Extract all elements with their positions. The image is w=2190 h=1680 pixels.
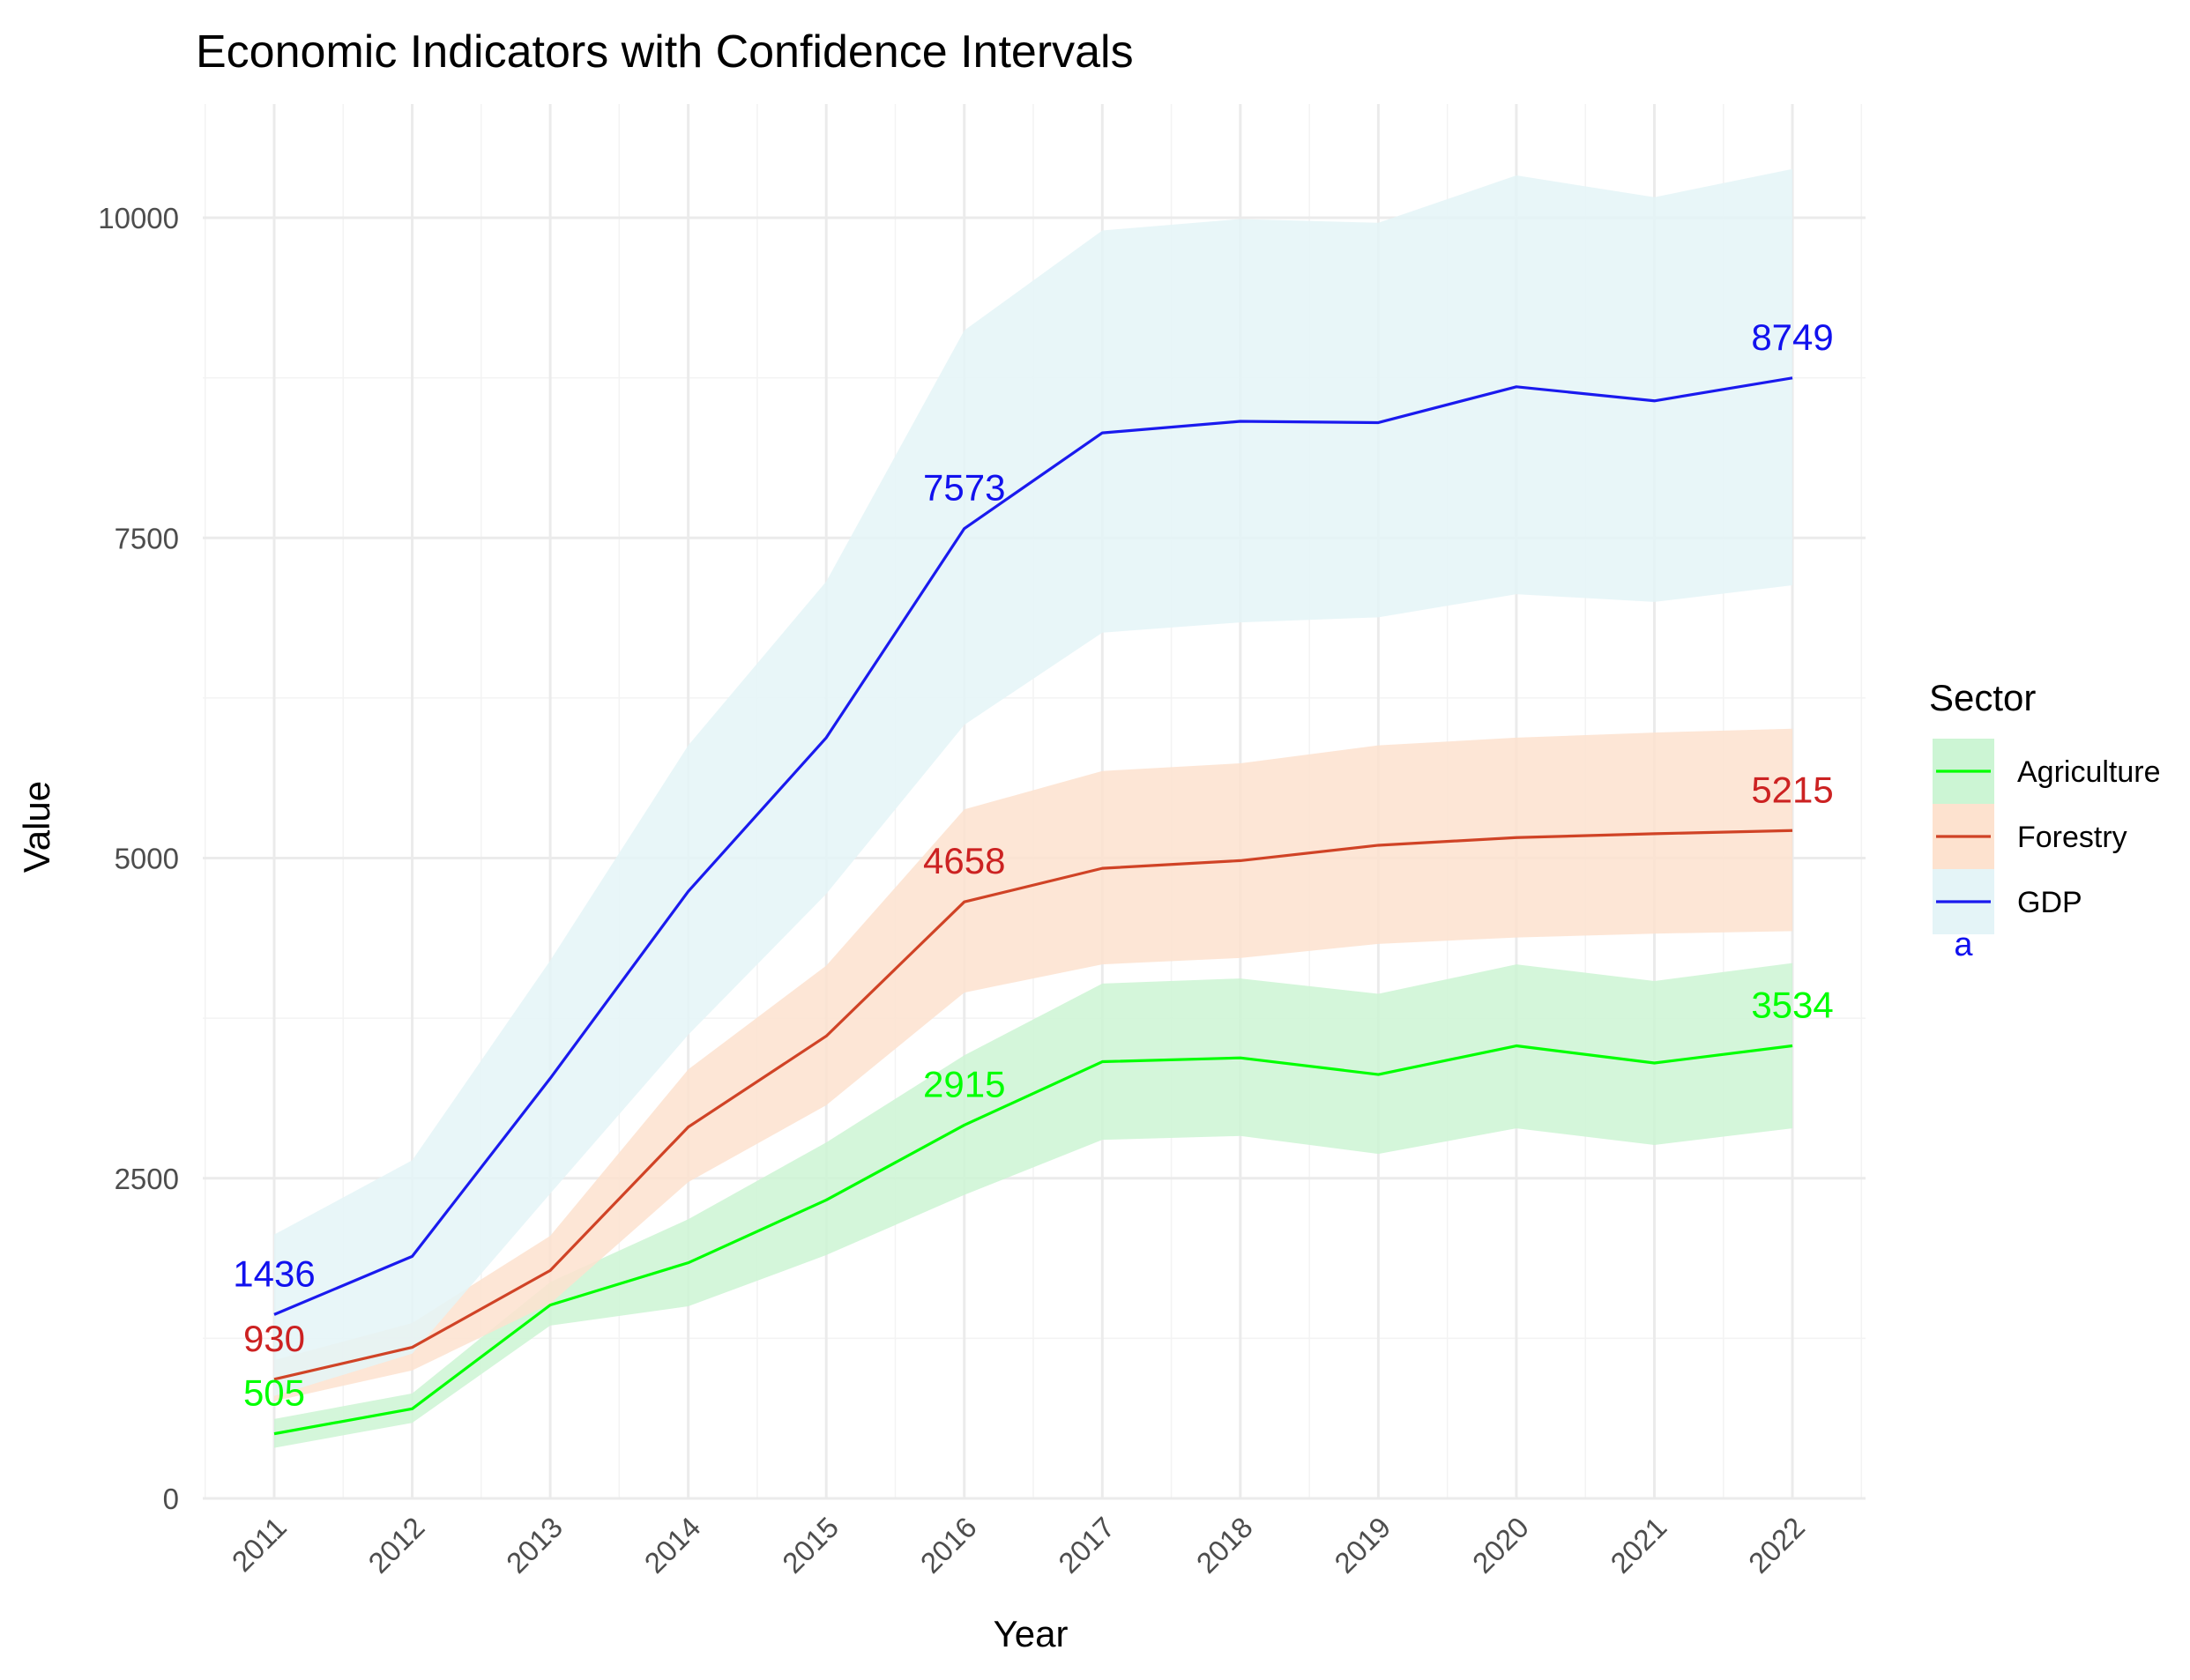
line-agriculture [273, 1044, 1793, 1436]
legend-label-gdp: GDP [2017, 886, 2082, 919]
data-label-gdp: 8749 [1751, 316, 1833, 358]
legend-title: Sector [1929, 677, 2036, 718]
legend: Sector aAgricultureaForestryaGDP [1929, 677, 2161, 963]
legend-label-forestry: Forestry [2017, 821, 2127, 854]
data-label-forestry: 4658 [923, 840, 1005, 881]
data-label-agriculture: 3534 [1751, 985, 1833, 1026]
ribbon-gdp [274, 168, 1793, 1396]
line-forestry [273, 829, 1793, 1381]
data-label-agriculture: 2915 [923, 1063, 1005, 1104]
legend-keys: aAgricultureaForestryaGDP [1933, 739, 2161, 963]
data-label-forestry: 930 [243, 1318, 305, 1359]
data-label-agriculture: 505 [243, 1372, 305, 1414]
data-label-gdp: 1436 [233, 1253, 315, 1294]
y-tick-label: 2500 [115, 1163, 179, 1195]
y-axis-ticks: 0 2500 5000 7500 10000 [98, 202, 179, 1515]
x-axis-title: Year [994, 1613, 1069, 1654]
data-label-forestry: 5215 [1751, 769, 1833, 810]
series-lines [273, 376, 1793, 1436]
line-gdp [273, 376, 1793, 1316]
ribbon-agriculture [274, 963, 1793, 1448]
y-axis-title: Value [16, 781, 57, 873]
data-label-gdp: 7573 [923, 467, 1005, 509]
y-tick-label: 0 [163, 1483, 179, 1515]
ribbon-forestry [274, 728, 1793, 1401]
chart-title: Economic Indicators with Confidence Inte… [196, 26, 1134, 78]
y-tick-label: 7500 [115, 522, 179, 554]
data-labels: 505 2915 3534 930 4658 5215 1436 7573 8749 [233, 316, 1833, 1414]
confidence-ribbons [274, 168, 1793, 1448]
legend-label-agriculture: Agriculture [2017, 755, 2161, 789]
y-tick-label: 10000 [98, 202, 179, 234]
legend-key-letter-gdp: a [1954, 926, 1973, 963]
y-tick-label: 5000 [115, 843, 179, 875]
